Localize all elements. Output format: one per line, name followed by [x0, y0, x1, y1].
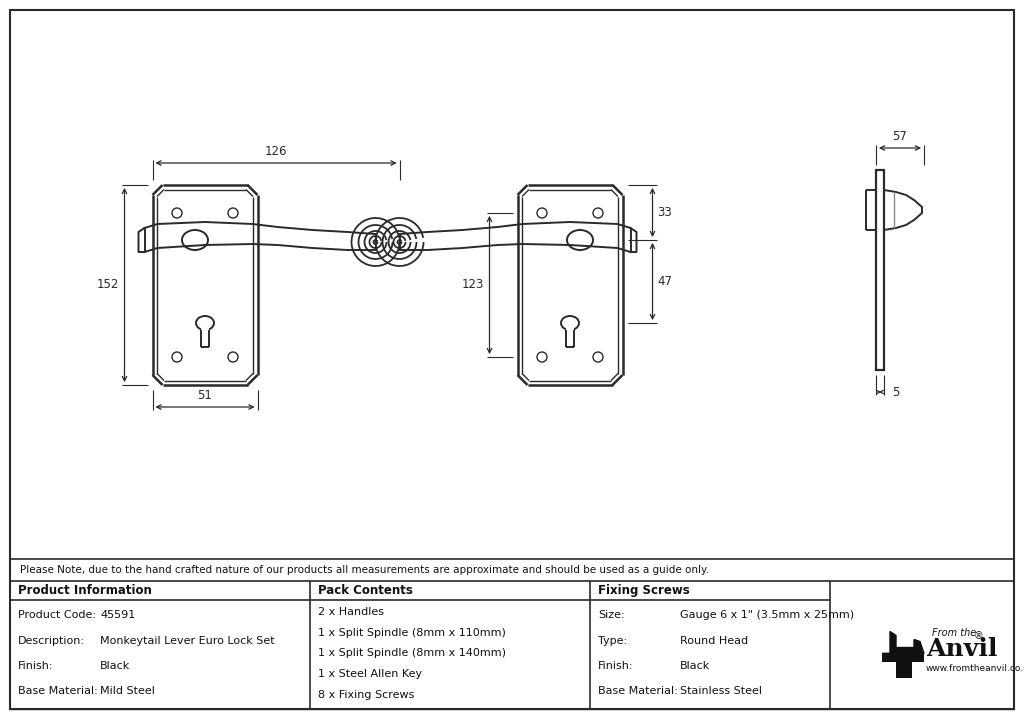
Text: Type:: Type: [598, 636, 627, 646]
Text: Pack Contents: Pack Contents [318, 584, 413, 597]
Bar [566, 325, 574, 347]
Text: Product Code:: Product Code: [18, 610, 96, 620]
Text: 45591: 45591 [100, 610, 135, 620]
Text: 51: 51 [198, 389, 212, 402]
Bar [896, 661, 912, 677]
Text: Description:: Description: [18, 636, 85, 646]
Text: Stainless Steel: Stainless Steel [680, 686, 762, 696]
Text: Gauge 6 x 1" (3.5mm x 25mm): Gauge 6 x 1" (3.5mm x 25mm) [680, 610, 854, 620]
Text: 126: 126 [265, 145, 288, 158]
Ellipse shape [567, 230, 593, 250]
Text: www.fromtheanvil.co.uk: www.fromtheanvil.co.uk [926, 664, 1024, 673]
Text: Finish:: Finish: [598, 661, 634, 671]
Text: 33: 33 [657, 206, 672, 219]
Text: Please Note, due to the hand crafted nature of our products all measurements are: Please Note, due to the hand crafted nat… [20, 565, 709, 575]
Text: 2 x Handles: 2 x Handles [318, 608, 384, 618]
Text: Monkeytail Lever Euro Lock Set: Monkeytail Lever Euro Lock Set [100, 636, 274, 646]
Text: 1 x Split Spindle (8mm x 110mm): 1 x Split Spindle (8mm x 110mm) [318, 628, 506, 638]
Text: 57: 57 [893, 130, 907, 143]
Text: Product Information: Product Information [18, 584, 152, 597]
Text: 123: 123 [462, 278, 484, 291]
Text: 5: 5 [892, 385, 899, 398]
Text: ®: ® [974, 631, 984, 641]
Polygon shape [882, 631, 924, 654]
Text: Black: Black [100, 661, 130, 671]
Text: Anvil: Anvil [926, 638, 997, 661]
Text: Black: Black [680, 661, 711, 671]
Ellipse shape [561, 316, 579, 330]
Text: Finish:: Finish: [18, 661, 53, 671]
Bar [882, 654, 924, 661]
Text: 1 x Split Spindle (8mm x 140mm): 1 x Split Spindle (8mm x 140mm) [318, 649, 506, 659]
Text: Base Material:: Base Material: [18, 686, 97, 696]
Text: Mild Steel: Mild Steel [100, 686, 155, 696]
Text: 47: 47 [657, 275, 673, 288]
Text: Round Head: Round Head [680, 636, 749, 646]
Text: 1 x Steel Allen Key: 1 x Steel Allen Key [318, 669, 422, 679]
Text: From the: From the [932, 628, 976, 638]
Text: Size:: Size: [598, 610, 625, 620]
Text: 152: 152 [97, 278, 120, 291]
Ellipse shape [182, 230, 208, 250]
Bar [201, 325, 209, 347]
Text: Base Material:: Base Material: [598, 686, 678, 696]
Bar [876, 170, 884, 370]
Text: 8 x Fixing Screws: 8 x Fixing Screws [318, 690, 415, 700]
Ellipse shape [196, 316, 214, 330]
Text: Fixing Screws: Fixing Screws [598, 584, 690, 597]
